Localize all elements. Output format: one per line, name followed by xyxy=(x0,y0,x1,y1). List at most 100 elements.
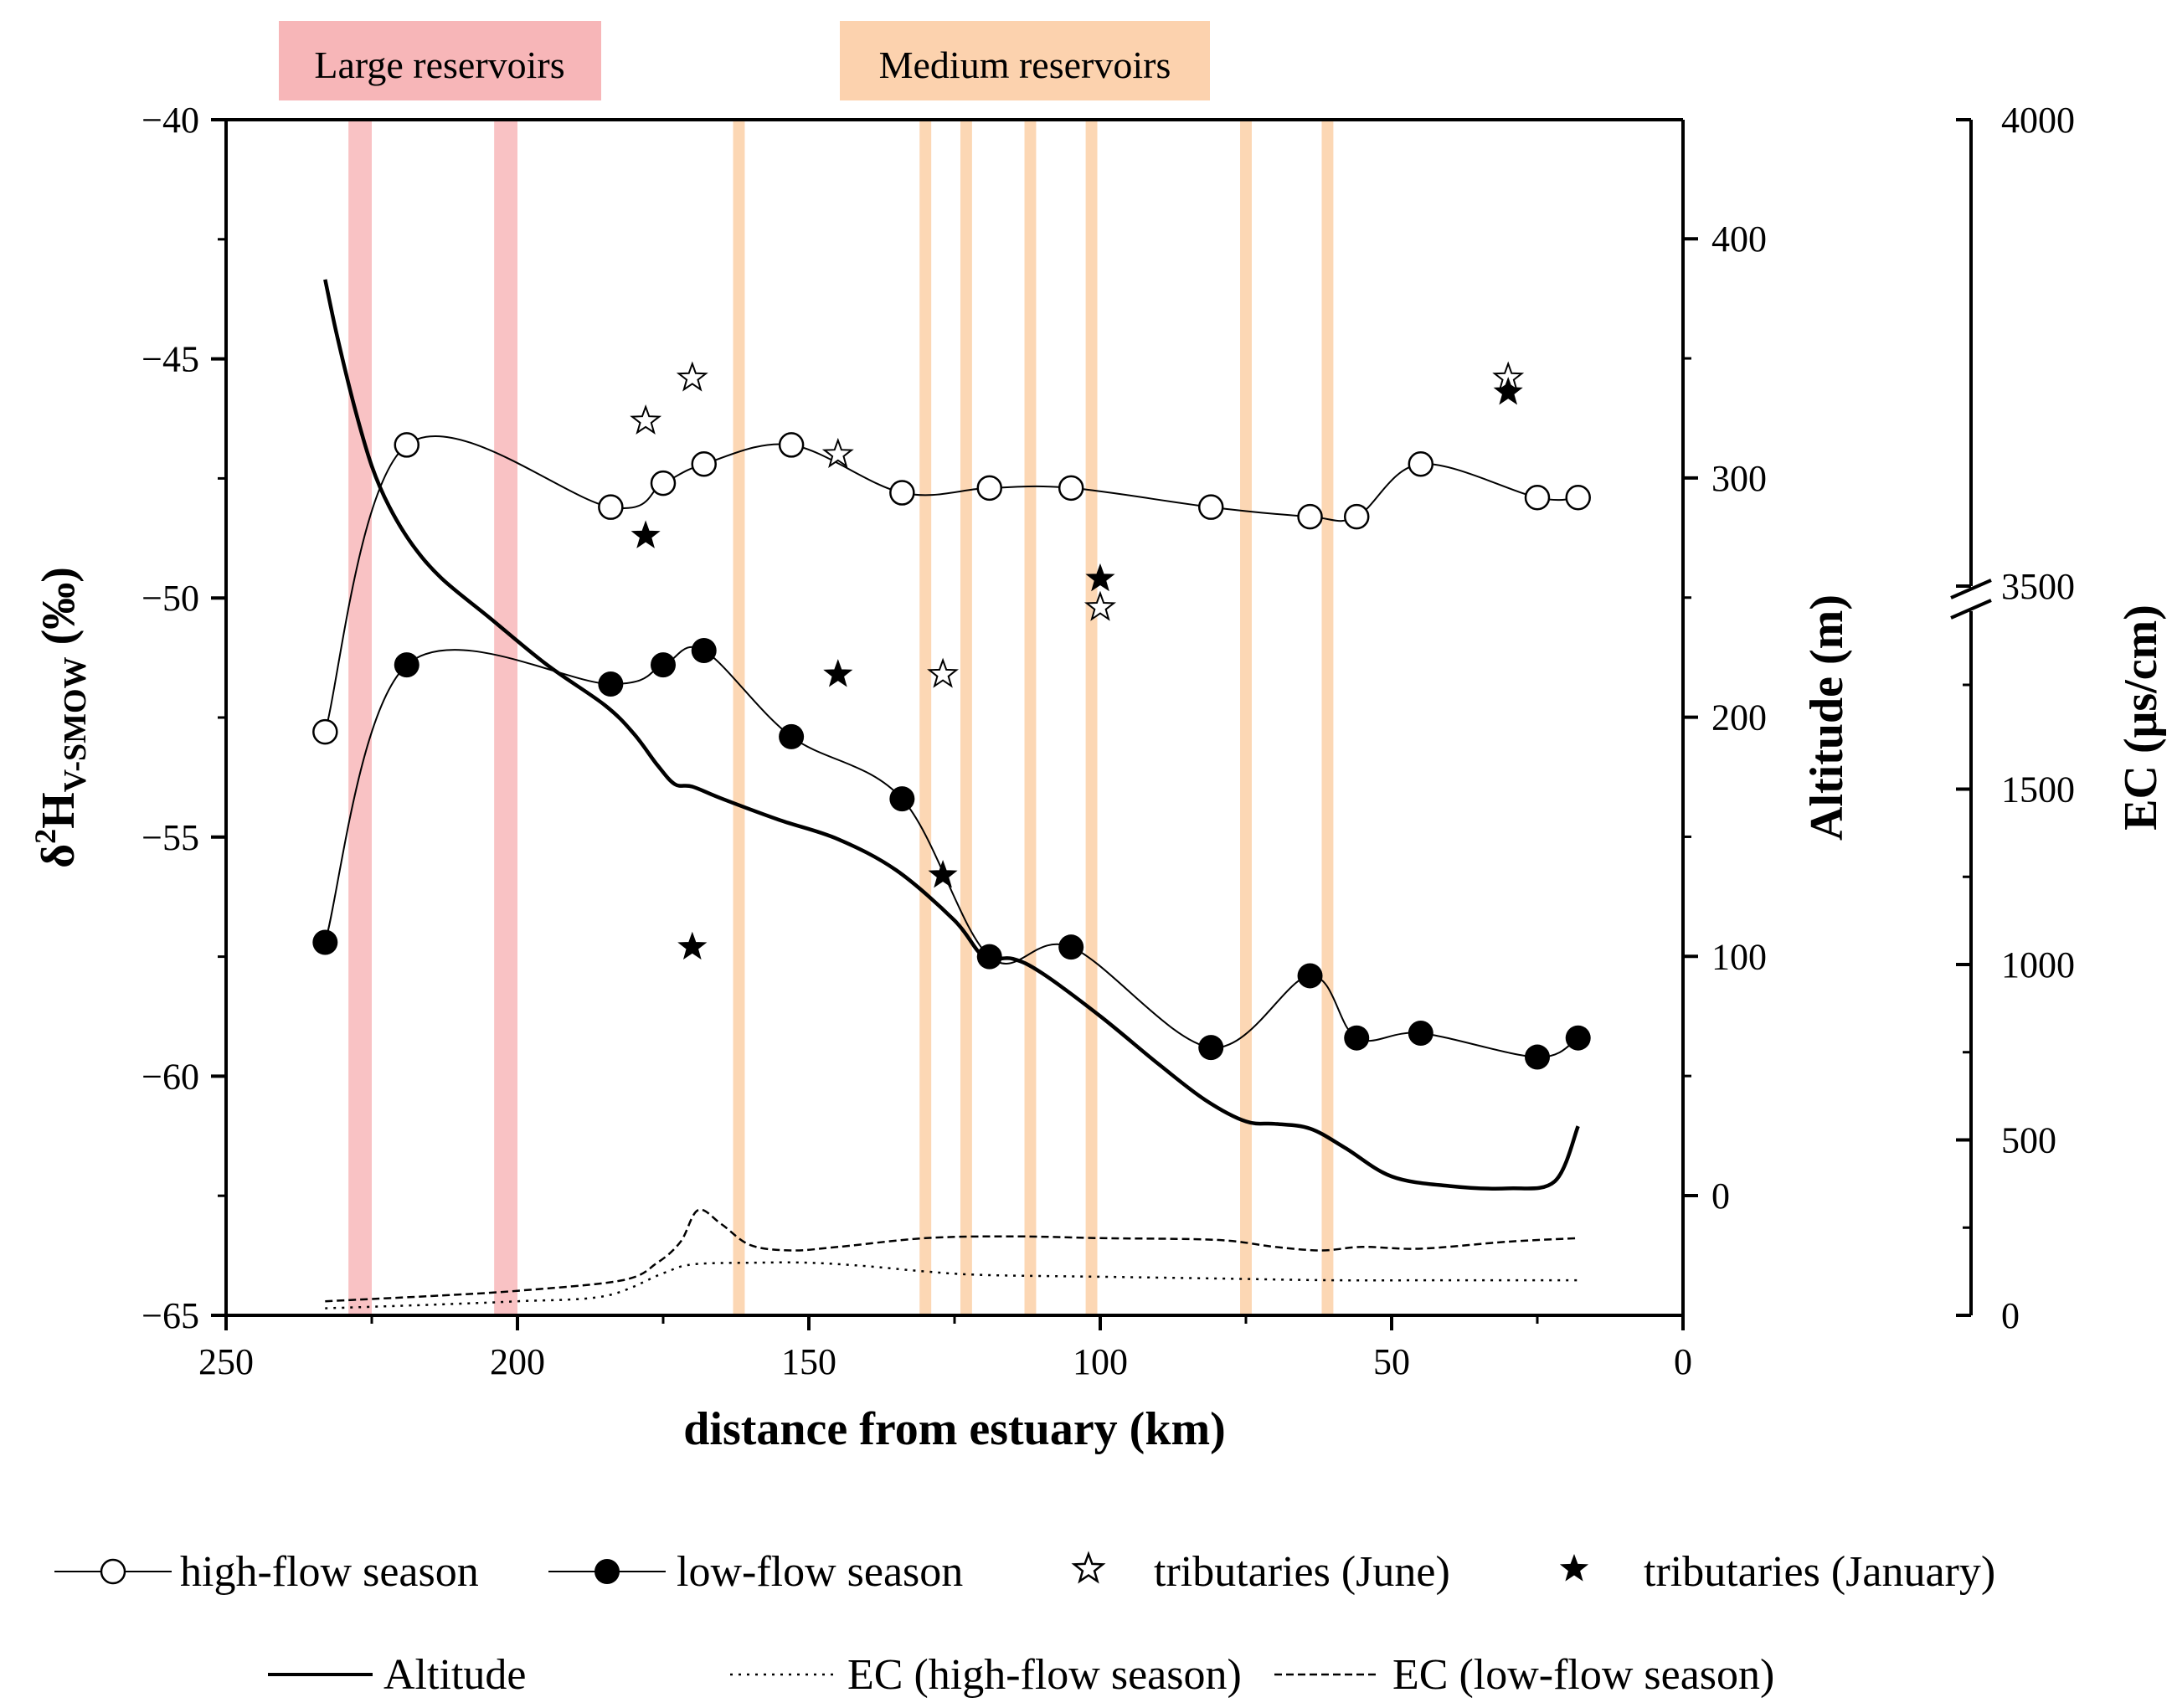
tributary-january-point xyxy=(928,860,958,888)
tributary-june-point xyxy=(927,657,959,688)
medium-reservoir-band xyxy=(919,120,932,1315)
tributary-january-point xyxy=(823,659,853,687)
low-flow-point xyxy=(312,929,338,955)
ec-tick-label: 0 xyxy=(2001,1295,2020,1336)
high-flow-point xyxy=(1197,494,1224,520)
ec-tick-label: 1000 xyxy=(2001,944,2075,985)
y-axis-title-sup: 2 xyxy=(28,829,62,844)
high-flow-point xyxy=(976,475,1003,502)
ec-tick-label: 500 xyxy=(2001,1120,2056,1161)
x-tick-label: 200 xyxy=(490,1341,545,1382)
y-tick-label: −65 xyxy=(142,1295,199,1336)
high-flow-point xyxy=(1058,475,1084,502)
high-flow-point xyxy=(1343,503,1370,530)
medium-reservoir-band xyxy=(1085,120,1098,1315)
legend-star-filled xyxy=(1559,1554,1589,1582)
legend-item-trib-jan: tributaries (January) xyxy=(1559,1548,1995,1596)
legend-label-low-flow: low-flow season xyxy=(677,1548,963,1596)
medium-reservoir-band xyxy=(733,120,745,1315)
y-tick-label: −60 xyxy=(142,1056,199,1097)
high-flow-point xyxy=(1524,484,1551,511)
low-flow-point xyxy=(1344,1025,1370,1051)
ec-axis-title: EC (μs/cm) xyxy=(2115,604,2167,831)
legend-label-trib-jan: tributaries (January) xyxy=(1644,1548,1995,1596)
legend-item-ec-low: EC (low-flow season) xyxy=(1274,1651,1774,1699)
altitude-axis-title: Altitude (m) xyxy=(1801,594,1853,841)
y-axis-title-unit: (‰) xyxy=(33,567,85,656)
altitude-tick-label: 400 xyxy=(1711,219,1767,260)
y-axis-title-delta: δ xyxy=(33,844,85,868)
medium-reservoirs-label-box xyxy=(840,21,1210,100)
legend-marker-filled-circle xyxy=(594,1559,620,1584)
legend-item-high-flow: high-flow season xyxy=(54,1548,479,1596)
low-flow-point xyxy=(1058,934,1084,960)
altitude-tick-label: 200 xyxy=(1711,697,1767,738)
legend-marker-filled-star xyxy=(1559,1554,1589,1582)
high-flow-point xyxy=(598,494,624,520)
medium-reservoir-band xyxy=(1024,120,1037,1315)
legend-marker-open-star xyxy=(1071,1551,1106,1584)
y-axis-title: δ2HV-SMOW (‰) xyxy=(28,567,93,868)
high-flow-line xyxy=(324,435,1578,733)
legend-label-ec-high: EC (high-flow season) xyxy=(847,1651,1242,1699)
medium-reservoir-band xyxy=(1240,120,1252,1315)
high-flow-point xyxy=(1297,503,1323,530)
tributary-january-point xyxy=(1493,377,1523,405)
ec-tick-label: 1500 xyxy=(2001,769,2075,810)
tributary-january-point xyxy=(630,520,661,548)
tributary-january-point xyxy=(1085,563,1115,592)
y-tick-label: −55 xyxy=(142,817,199,858)
altitude-tick-label: 0 xyxy=(1711,1176,1730,1217)
low-flow-point xyxy=(691,638,717,664)
large-reservoir-band xyxy=(494,120,517,1315)
ec-ticks: 4000 3500 1500 1000 500 0 xyxy=(1956,100,2075,1336)
altitude-tick-label: 300 xyxy=(1711,458,1767,499)
x-ticks: 250 200 150 100 50 0 xyxy=(198,1315,1692,1382)
ec-tick-label: 3500 xyxy=(2001,566,2075,607)
high-flow-point xyxy=(778,432,805,458)
ec-axis-break-mark xyxy=(1950,579,1992,599)
y-axis-title-sub: V-SMOW xyxy=(58,656,93,792)
altitude-line xyxy=(323,279,1580,1191)
tributary-june-point xyxy=(1084,590,1116,621)
legend-item-ec-high: EC (high-flow season) xyxy=(730,1651,1242,1699)
ec-high-flow-line xyxy=(325,1261,1578,1309)
low-flow-point xyxy=(1565,1025,1591,1051)
tributary-june-point xyxy=(630,404,662,435)
low-flow-point xyxy=(779,723,805,749)
ec-axis-break-mark xyxy=(1950,599,1992,620)
ec-low-flow-line xyxy=(325,1208,1578,1303)
legend-label-ec-low: EC (low-flow season) xyxy=(1392,1651,1774,1699)
markers xyxy=(312,361,1591,1070)
ec-lines xyxy=(325,1208,1578,1309)
reservoir-band-labels: Large reservoirs Medium reservoirs xyxy=(279,21,1210,100)
y-ticks: −40 −45 −50 −55 −60 −65 xyxy=(142,100,226,1336)
legend-item-trib-june: tributaries (June) xyxy=(1071,1548,1450,1596)
x-tick-label: 50 xyxy=(1373,1341,1410,1382)
medium-reservoir-band xyxy=(1321,120,1334,1315)
legend-label-trib-june: tributaries (June) xyxy=(1154,1548,1450,1596)
medium-reservoir-band xyxy=(960,120,972,1315)
high-flow-point xyxy=(691,451,717,477)
x-tick-label: 0 xyxy=(1674,1341,1692,1382)
low-flow-point xyxy=(1198,1035,1224,1061)
y-tick-label: −45 xyxy=(142,339,199,380)
low-flow-point xyxy=(394,652,419,678)
high-flow-point xyxy=(1408,451,1434,477)
y-tick-label: −40 xyxy=(142,100,199,141)
high-flow-point xyxy=(889,480,915,506)
high-flow-point xyxy=(394,432,420,458)
y-axis-title-h: H xyxy=(33,792,85,829)
low-flow-point xyxy=(1297,963,1323,989)
low-flow-point xyxy=(889,786,915,812)
reservoir-bands xyxy=(348,120,1334,1315)
legend-star-open xyxy=(1071,1551,1106,1584)
low-flow-point xyxy=(651,652,676,678)
tributary-june-point xyxy=(821,437,854,468)
tributary-january-point xyxy=(677,931,708,960)
altitude-line-group xyxy=(323,279,1580,1191)
altitude-ticks: 400 300 200 100 0 xyxy=(1683,219,1767,1217)
legend-item-low-flow: low-flow season xyxy=(548,1548,963,1596)
high-flow-point xyxy=(650,470,677,496)
